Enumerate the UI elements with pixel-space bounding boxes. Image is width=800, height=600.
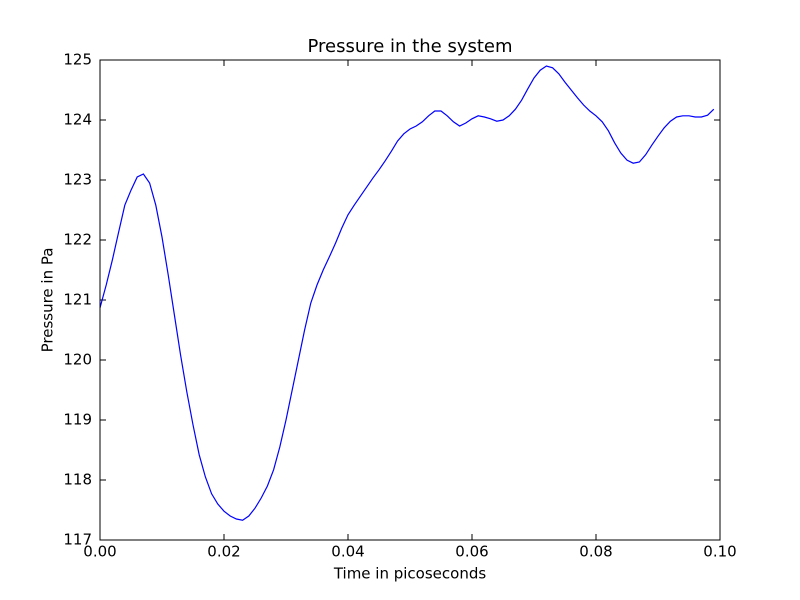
y-tick-label: 123 <box>63 171 92 189</box>
x-axis-label: Time in picoseconds <box>333 565 487 583</box>
chart-title: Pressure in the system <box>307 36 512 57</box>
y-tick-label: 117 <box>63 531 92 549</box>
x-tick-label: 0.02 <box>207 543 240 561</box>
y-tick-label: 119 <box>63 411 92 429</box>
line <box>99 65 715 521</box>
x-tick-label: 0.06 <box>455 543 488 561</box>
y-tick-label: 118 <box>63 471 92 489</box>
x-tick-label: 0.08 <box>579 543 612 561</box>
y-axis-label: Pressure in Pa <box>39 248 57 353</box>
y-tick-label: 121 <box>63 291 92 309</box>
y-tick-label: 120 <box>63 351 92 369</box>
x-tick-label: 0.04 <box>331 543 364 561</box>
plot-frame <box>99 59 721 541</box>
y-tick-label: 122 <box>63 231 92 249</box>
y-tick-label: 124 <box>63 111 92 129</box>
x-tick-label: 0.00 <box>83 543 116 561</box>
x-tick-label: 0.10 <box>703 543 736 561</box>
y-tick-label: 125 <box>63 51 92 69</box>
